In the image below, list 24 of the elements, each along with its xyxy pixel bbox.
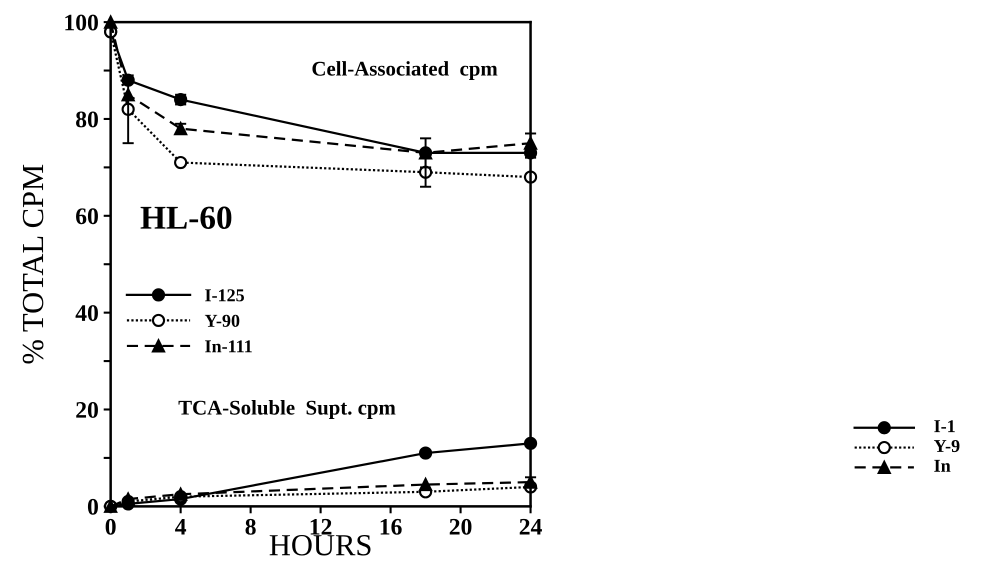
- y-tick-label: 0: [88, 498, 98, 515]
- y-tick-label: 60: [76, 208, 98, 224]
- x-tick-label: 8: [246, 518, 256, 535]
- legend-label: In-111: [205, 340, 252, 352]
- x-tick-label: 16: [380, 518, 402, 535]
- x-tick-label: 12: [310, 518, 332, 535]
- x-tick-label: 0: [106, 518, 116, 535]
- x-tick-label: 4: [175, 518, 186, 535]
- annotation: HL-60: [140, 206, 232, 229]
- text: Y-9: [934, 440, 960, 452]
- y-tick-label: 20: [76, 402, 98, 418]
- annotation: Cell-Associated cpm: [312, 61, 498, 80]
- y-tick-label: 40: [76, 305, 98, 322]
- legend-label: Y-90: [204, 314, 240, 327]
- y-tick-label: 80: [76, 111, 98, 128]
- x-tick-label: 20: [450, 518, 472, 535]
- text: I-1: [934, 420, 955, 432]
- y-tick-label: 100: [65, 14, 98, 31]
- text: In: [934, 460, 950, 472]
- x-tick-label: 24: [520, 518, 542, 535]
- annotation: TCA-Soluble Supt. cpm: [178, 400, 396, 419]
- y-axis-title: % TOTAL CPM: [22, 164, 44, 364]
- x-axis-title: HOURS: [270, 534, 370, 556]
- legend-label: I-125: [205, 289, 244, 302]
